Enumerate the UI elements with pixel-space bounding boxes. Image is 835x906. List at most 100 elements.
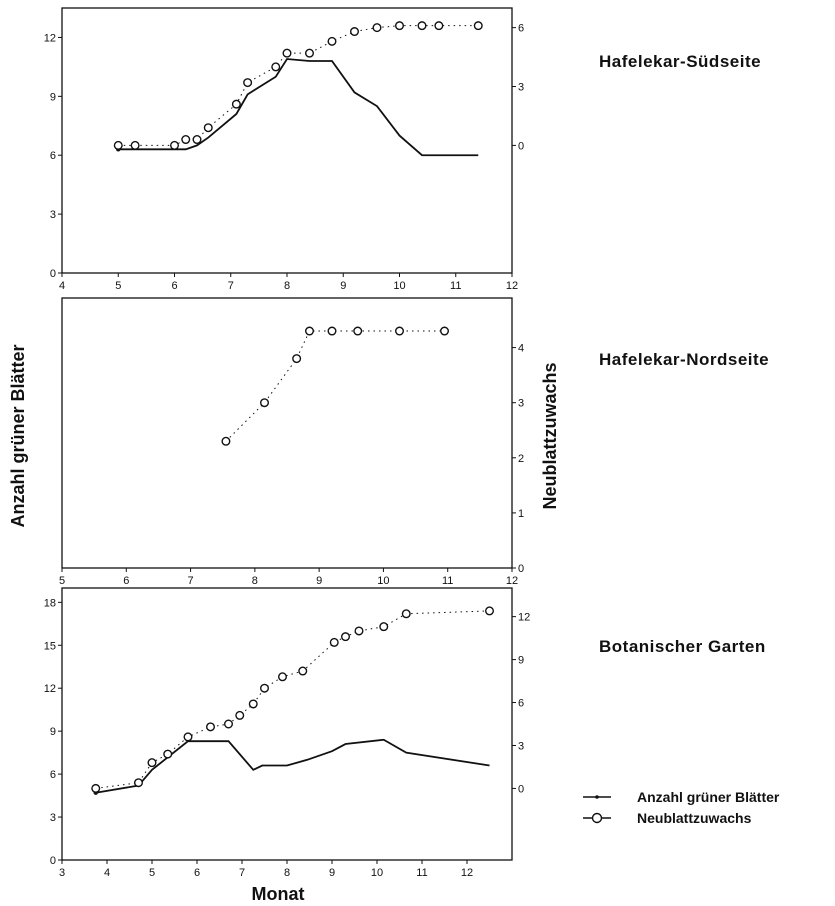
x-tick-label: 10 [393, 280, 405, 292]
left-tick-label: 6 [50, 769, 56, 781]
right-tick-label: 9 [518, 655, 524, 667]
neublatt-point [223, 719, 233, 729]
right-tick-label: 6 [518, 23, 524, 35]
right-tick-label: 0 [518, 783, 524, 795]
neublatt-point [181, 135, 191, 145]
neublatt-point [282, 48, 292, 58]
neublatt-point [91, 783, 101, 793]
x-tick-label: 5 [115, 280, 121, 292]
neublatt-point [354, 626, 364, 636]
neublatt-point [113, 140, 123, 150]
x-tick-label: 11 [450, 280, 461, 292]
series-line-gruene-blaetter [118, 58, 479, 157]
x-tick-label: 6 [123, 575, 129, 587]
x-tick-label: 10 [371, 867, 383, 879]
left-tick-label: 12 [44, 32, 56, 44]
neublatt-point [329, 637, 339, 647]
x-tick-label: 5 [149, 867, 155, 879]
y-axis-title-right: Neublattzuwachs [540, 362, 560, 509]
legend-label-line: Anzahl grüner Blätter [637, 789, 780, 805]
neublatt-point [130, 140, 140, 150]
left-tick-label: 3 [50, 812, 56, 824]
neublatt-point [473, 21, 483, 31]
chart-panel-1: 4 5 6 7 8 9 10 11 12 0 3 6 9 12 0 3 6 [44, 7, 524, 292]
series-dotted-neublatt [225, 330, 445, 442]
plot-frame [61, 297, 513, 569]
neublatt-point [372, 23, 382, 33]
neublatt-point [305, 326, 315, 336]
neublatt-point [434, 21, 444, 31]
right-tick-label: 0 [518, 140, 524, 152]
panel-label-3: Botanischer Garten [599, 637, 766, 656]
x-tick-label: 9 [316, 575, 322, 587]
neublatt-point [353, 326, 363, 336]
x-tick-label: 7 [239, 867, 245, 879]
left-tick-label: 6 [50, 150, 56, 162]
neublatt-point [440, 326, 450, 336]
x-tick-label: 7 [188, 575, 194, 587]
legend: Anzahl grüner Blätter Neublattzuwachs [583, 789, 780, 826]
left-tick-label: 12 [44, 683, 56, 695]
left-tick-label: 0 [50, 855, 56, 867]
left-tick-label: 9 [50, 91, 56, 103]
x-tick-label: 4 [59, 280, 65, 292]
right-tick-label: 3 [518, 82, 524, 94]
neublatt-point [298, 666, 308, 676]
x-tick-label: 6 [194, 867, 200, 879]
neublatt-point [401, 609, 411, 619]
x-axis-title: Monat [252, 884, 305, 904]
neublatt-point [327, 326, 337, 336]
neublatt-point [278, 672, 288, 682]
x-tick-label: 9 [340, 280, 346, 292]
x-tick-label: 9 [329, 867, 335, 879]
neublatt-point [183, 732, 193, 742]
neublatt-point [235, 710, 245, 720]
right-tick-label: 1 [518, 508, 524, 520]
legend-circle-marker [591, 812, 603, 824]
neublatt-point [205, 722, 215, 732]
x-tick-label: 11 [442, 575, 453, 587]
series-dotted-neublatt [118, 25, 479, 146]
legend-line-marker [595, 795, 599, 799]
left-tick-label: 3 [50, 209, 56, 221]
x-tick-label: 6 [171, 280, 177, 292]
neublatt-point [203, 123, 213, 133]
neublatt-point [292, 354, 302, 364]
neublatt-point [260, 398, 270, 408]
x-tick-label: 8 [284, 280, 290, 292]
plot-frame [61, 7, 513, 274]
x-tick-label: 4 [104, 867, 110, 879]
neublatt-point [485, 606, 495, 616]
right-tick-label: 6 [518, 698, 524, 710]
x-tick-label: 8 [252, 575, 258, 587]
neublatt-point [163, 749, 173, 759]
neublatt-point [271, 62, 281, 72]
neublatt-point [243, 78, 253, 88]
neublatt-point [395, 21, 405, 31]
neublatt-point [248, 699, 258, 709]
right-tick-label: 12 [518, 612, 530, 624]
right-tick-label: 0 [518, 563, 524, 575]
x-tick-label: 12 [506, 280, 518, 292]
neublatt-point [350, 27, 360, 37]
neublatt-point [192, 135, 202, 145]
plot-frame [61, 587, 513, 861]
y-axis-title-left: Anzahl grüner Blätter [8, 344, 28, 527]
right-tick-label: 2 [518, 453, 524, 465]
neublatt-point [260, 683, 270, 693]
x-tick-label: 7 [228, 280, 234, 292]
left-tick-label: 0 [50, 268, 56, 280]
neublatt-point [305, 48, 315, 58]
neublatt-point [379, 622, 389, 632]
right-tick-label: 3 [518, 740, 524, 752]
neublatt-point [221, 436, 231, 446]
neublatt-point [147, 758, 157, 768]
legend-label-circle: Neublattzuwachs [637, 810, 752, 826]
x-tick-label: 3 [59, 867, 65, 879]
x-tick-label: 12 [461, 867, 473, 879]
x-tick-label: 10 [377, 575, 389, 587]
x-tick-label: 11 [416, 867, 427, 879]
